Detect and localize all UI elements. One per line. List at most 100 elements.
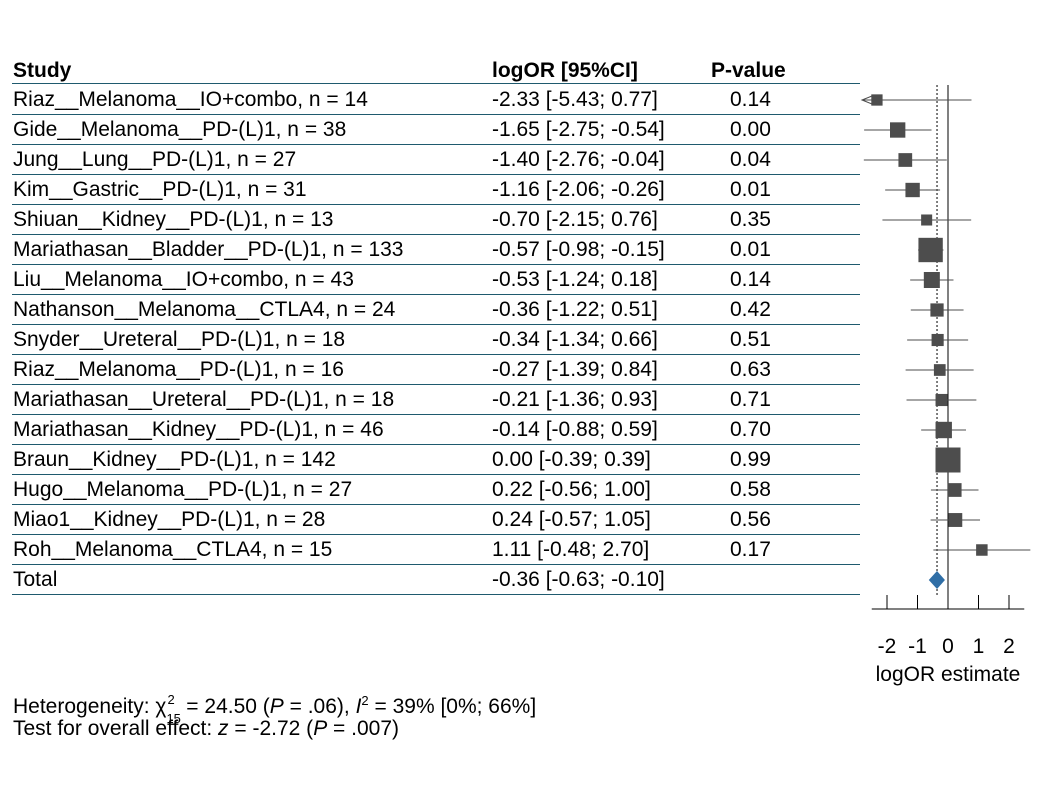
study-square xyxy=(921,214,933,226)
table-row: Hugo__Melanoma__PD-(L)1, n = 27 0.22 [-0.… xyxy=(0,475,860,505)
study-label: Liu__Melanoma__IO+combo, n = 43 xyxy=(13,268,354,291)
x-axis-label: logOR estimate xyxy=(876,663,1021,686)
p-value: 0.58 xyxy=(730,478,771,501)
study-label: Shiuan__Kidney__PD-(L)1, n = 13 xyxy=(13,208,334,231)
table-row: Liu__Melanoma__IO+combo, n = 43 -0.53 [-1… xyxy=(0,265,860,295)
p-value: 0.00 xyxy=(730,118,771,141)
study-label: Miao1__Kidney__PD-(L)1, n = 28 xyxy=(13,508,326,531)
study-label: Riaz__Melanoma__IO+combo, n = 14 xyxy=(13,88,368,111)
row-rule xyxy=(12,144,860,145)
p-value: 0.56 xyxy=(730,508,771,531)
estimate-ci: -0.14 [-0.88; 0.59] xyxy=(492,418,658,441)
estimate-ci: 0.22 [-0.56; 1.00] xyxy=(492,478,651,501)
p-value: 0.35 xyxy=(730,208,771,231)
study-label: Mariathasan__Ureteral__PD-(L)1, n = 18 xyxy=(13,388,395,411)
study-label: Gide__Melanoma__PD-(L)1, n = 38 xyxy=(13,118,347,141)
table-row: Kim__Gastric__PD-(L)1, n = 31 -1.16 [-2.0… xyxy=(0,175,860,205)
estimate-ci: -0.27 [-1.39; 0.84] xyxy=(492,358,658,381)
table-row: Mariathasan__Bladder__PD-(L)1, n = 133 -0… xyxy=(0,235,860,265)
p-value: 0.14 xyxy=(730,88,771,111)
estimate-ci: -0.21 [-1.36; 0.93] xyxy=(492,388,658,411)
row-rule xyxy=(12,384,860,385)
estimate-ci: -0.70 [-2.15; 0.76] xyxy=(492,208,658,231)
p-value: 0.04 xyxy=(730,148,771,171)
total-row: Total -0.36 [-0.63; -0.10] xyxy=(0,565,860,595)
estimate-ci: -0.53 [-1.24; 0.18] xyxy=(492,268,658,291)
study-square xyxy=(948,513,963,527)
table-row: Nathanson__Melanoma__CTLA4, n = 24 -0.36 … xyxy=(0,295,860,325)
study-square xyxy=(871,94,883,106)
study-square xyxy=(935,421,952,439)
p-value: 0.14 xyxy=(730,268,771,291)
row-rule xyxy=(12,534,860,535)
x-tick-label: -1 xyxy=(908,635,927,658)
table-row: Riaz__Melanoma__IO+combo, n = 14 -2.33 [-… xyxy=(0,85,860,115)
estimate-ci: -1.40 [-2.76; -0.04] xyxy=(492,148,665,171)
overall-effect-text: Test for overall effect: z = -2.72 (P = … xyxy=(13,717,400,740)
row-rule xyxy=(12,234,860,235)
x-tick-label: 2 xyxy=(1003,635,1015,658)
study-square xyxy=(890,122,906,138)
p-value: 0.01 xyxy=(730,238,771,261)
table-row: Braun__Kidney__PD-(L)1, n = 142 0.00 [-0.… xyxy=(0,445,860,475)
row-rule xyxy=(12,114,860,115)
study-square xyxy=(935,393,948,407)
table-row: Riaz__Melanoma__PD-(L)1, n = 16 -0.27 [-1… xyxy=(0,355,860,385)
study-label: Nathanson__Melanoma__CTLA4, n = 24 xyxy=(13,298,396,321)
row-rule xyxy=(12,264,860,265)
row-rule xyxy=(12,444,860,445)
study-label: Snyder__Ureteral__PD-(L)1, n = 18 xyxy=(13,328,346,351)
study-square xyxy=(905,182,920,198)
study-square xyxy=(976,544,988,556)
estimate-ci: 0.24 [-0.57; 1.05] xyxy=(492,508,651,531)
estimate-ci: -0.57 [-0.98; -0.15] xyxy=(492,238,665,261)
table-row: Gide__Melanoma__PD-(L)1, n = 38 -1.65 [-2… xyxy=(0,115,860,145)
estimate-ci: 0.00 [-0.39; 0.39] xyxy=(492,448,651,471)
table-row: Shiuan__Kidney__PD-(L)1, n = 13 -0.70 [-2… xyxy=(0,205,860,235)
study-square xyxy=(947,483,962,497)
row-rule xyxy=(12,594,860,595)
study-label: Mariathasan__Bladder__PD-(L)1, n = 133 xyxy=(13,238,404,261)
study-label: Mariathasan__Kidney__PD-(L)1, n = 46 xyxy=(13,418,384,441)
study-label: Kim__Gastric__PD-(L)1, n = 31 xyxy=(13,178,307,201)
x-tick-label: -2 xyxy=(878,635,897,658)
table-row: Snyder__Ureteral__PD-(L)1, n = 18 -0.34 [… xyxy=(0,325,860,355)
estimate-ci: -0.36 [-0.63; -0.10] xyxy=(492,568,665,591)
p-value: 0.70 xyxy=(730,418,771,441)
study-label: Total xyxy=(13,568,58,591)
row-rule xyxy=(12,174,860,175)
study-label: Jung__Lung__PD-(L)1, n = 27 xyxy=(13,148,297,171)
p-value: 0.17 xyxy=(730,538,771,561)
header-study: Study xyxy=(13,59,72,82)
study-label: Hugo__Melanoma__PD-(L)1, n = 27 xyxy=(13,478,353,501)
row-rule xyxy=(12,474,860,475)
x-tick-label: 1 xyxy=(973,635,985,658)
estimate-ci: -1.65 [-2.75; -0.54] xyxy=(492,118,665,141)
estimate-ci: -0.34 [-1.34; 0.66] xyxy=(492,328,658,351)
table-row: Roh__Melanoma__CTLA4, n = 15 1.11 [-0.48;… xyxy=(0,535,860,565)
ci-arrow xyxy=(860,95,873,105)
row-rule xyxy=(12,204,860,205)
p-value: 0.99 xyxy=(730,448,771,471)
table-row: Mariathasan__Ureteral__PD-(L)1, n = 18 -0… xyxy=(0,385,860,415)
row-rule xyxy=(12,564,860,565)
p-value: 0.51 xyxy=(730,328,771,351)
header-estimate: logOR [95%CI] xyxy=(492,59,638,82)
study-square xyxy=(935,447,961,473)
study-label: Braun__Kidney__PD-(L)1, n = 142 xyxy=(13,448,336,471)
row-rule xyxy=(12,324,860,325)
estimate-ci: -1.16 [-2.06; -0.26] xyxy=(492,178,665,201)
row-rule xyxy=(12,504,860,505)
table-row: Mariathasan__Kidney__PD-(L)1, n = 46 -0.1… xyxy=(0,415,860,445)
estimate-ci: 1.11 [-0.48; 2.70] xyxy=(492,538,650,561)
table-row: Miao1__Kidney__PD-(L)1, n = 28 0.24 [-0.5… xyxy=(0,505,860,535)
study-square xyxy=(930,303,944,317)
study-square xyxy=(918,237,943,263)
forest-plot: -2 -1 0 1 2 logOR estimate xyxy=(860,85,1031,686)
p-value: 0.63 xyxy=(730,358,771,381)
row-rule xyxy=(12,354,860,355)
p-value: 0.42 xyxy=(730,298,771,321)
header-rule xyxy=(12,83,860,84)
p-value: 0.71 xyxy=(730,388,771,411)
row-rule xyxy=(12,414,860,415)
